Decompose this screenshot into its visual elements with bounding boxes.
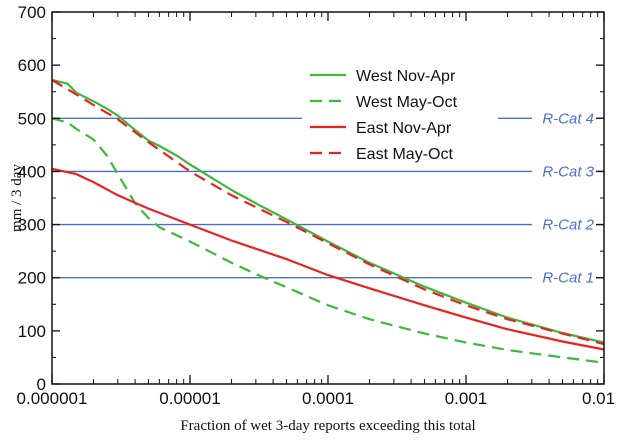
- y-tick-label: 700: [18, 3, 46, 22]
- east-may-oct-line: [51, 79, 605, 346]
- x-tick-label: 0.01: [582, 389, 615, 408]
- reference-lines: R-Cat 4 R-Cat 3 R-Cat 2 R-Cat 1: [52, 110, 604, 287]
- x-tick-label: 0.0001: [302, 389, 354, 408]
- west-may-oct-line: [51, 117, 605, 364]
- legend-label-east-may-oct: East May-Oct: [356, 146, 453, 163]
- r-cat-3-label: R-Cat 3: [542, 163, 594, 180]
- series-lines: [51, 78, 605, 364]
- legend-background: [302, 59, 498, 169]
- x-axis-title: Fraction of wet 3-day reports exceeding …: [180, 418, 475, 434]
- y-tick-label: 400: [18, 162, 46, 181]
- y-axis-title: mm / 3 day: [9, 164, 25, 232]
- r-cat-2-label: R-Cat 2: [542, 217, 594, 234]
- legend-label-west-may-oct: West May-Oct: [356, 94, 458, 111]
- legend-label-west-nov-apr: West Nov-Apr: [356, 68, 456, 85]
- west-nov-apr-line: [51, 78, 605, 344]
- y-tick-label: 0: [37, 375, 46, 394]
- r-cat-4-label: R-Cat 4: [542, 110, 594, 127]
- y-tick-label: 100: [18, 322, 46, 341]
- x-tick-label: 0.00001: [159, 389, 220, 408]
- east-nov-apr-line: [51, 167, 605, 351]
- legend-label-east-nov-apr: East Nov-Apr: [356, 120, 452, 137]
- y-tick-label: 200: [18, 269, 46, 288]
- r-cat-1-label: R-Cat 1: [542, 270, 594, 287]
- y-tick-label: 600: [18, 56, 46, 75]
- y-tick-label: 500: [18, 109, 46, 128]
- axis-ticks: 0 100 200 300 400 500 600 700 0.000001 0.00001 0.0…: [17, 3, 616, 408]
- y-tick-label: 300: [18, 216, 46, 235]
- x-tick-label: 0.000001: [17, 389, 88, 408]
- legend: West Nov-Apr West May-Oct East Nov-Apr East…: [302, 59, 498, 169]
- x-tick-label: 0.001: [445, 389, 488, 408]
